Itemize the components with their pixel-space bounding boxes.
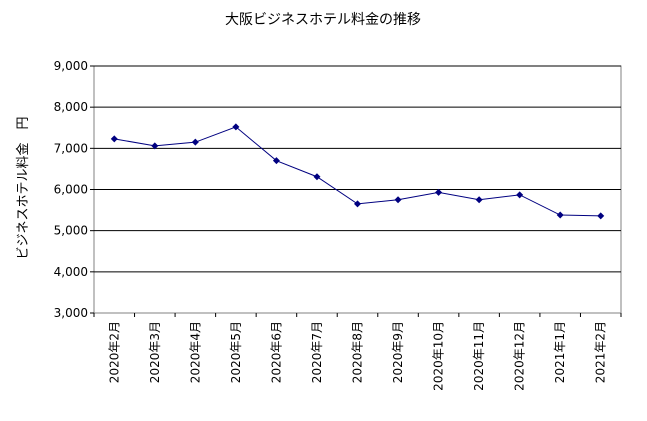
x-tick-label: 2020年3月: [148, 321, 162, 383]
y-tick-label: 5,000: [54, 224, 88, 238]
data-point: [191, 138, 199, 146]
data-point: [556, 211, 564, 219]
data-point: [475, 196, 483, 204]
x-tick-label: 2020年4月: [188, 321, 202, 383]
y-axis-ticks: 3,000 4,000 5,000 6,000 7,000 8,000 9,000: [54, 59, 94, 320]
data-point: [151, 142, 159, 150]
data-point: [394, 196, 402, 204]
data-point: [272, 157, 280, 165]
y-tick-label: 8,000: [54, 100, 88, 114]
x-tick-label: 2020年11月: [472, 321, 486, 391]
data-point: [516, 191, 524, 199]
y-axis-label: ビジネスホテル料金 円: [15, 116, 31, 259]
x-tick-label: 2020年6月: [269, 321, 283, 383]
data-point: [597, 212, 605, 220]
x-tick-label: 2021年1月: [553, 321, 567, 383]
x-tick-label: 2020年10月: [432, 321, 446, 391]
data-point: [110, 135, 118, 143]
gridlines: [94, 65, 621, 273]
y-tick-label: 7,000: [54, 141, 88, 155]
data-point: [313, 173, 321, 181]
y-tick-label: 3,000: [54, 306, 88, 320]
x-tick-label: 2020年12月: [513, 321, 527, 391]
x-tick-label: 2020年5月: [229, 321, 243, 383]
data-point: [232, 123, 240, 131]
x-tick-label: 2020年9月: [391, 321, 405, 383]
data-point: [435, 188, 443, 196]
chart-title: 大阪ビジネスホテル料金の推移: [225, 12, 421, 28]
data-series: [110, 123, 605, 220]
x-tick-label: 2020年7月: [310, 321, 324, 383]
y-tick-label: 9,000: [54, 59, 88, 73]
x-axis-ticks: 2020年2月 2020年3月 2020年4月 2020年5月 2020年6月 2020年…: [93, 313, 622, 391]
data-point: [354, 200, 361, 208]
x-tick-label: 2020年8月: [351, 321, 365, 383]
y-tick-label: 4,000: [54, 265, 88, 279]
x-tick-label: 2021年2月: [594, 321, 608, 383]
x-tick-label: 2020年2月: [107, 321, 121, 383]
y-tick-label: 6,000: [54, 183, 88, 197]
